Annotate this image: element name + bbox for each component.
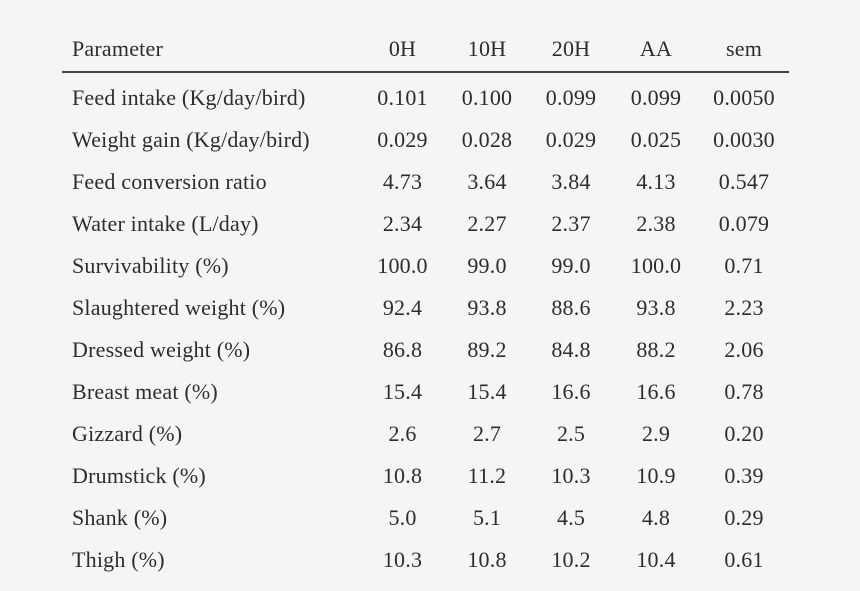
parameter-label: Feed conversion ratio <box>72 169 267 194</box>
value-aa: 16.6 <box>636 379 676 404</box>
value-10h: 5.1 <box>472 505 502 530</box>
value-aa: 4.8 <box>641 505 671 530</box>
value-10h: 93.8 <box>467 295 507 320</box>
parameter-label: Water intake (L/day) <box>72 211 259 236</box>
table-row: Feed intake (Kg/day/bird) 0.101 0.100 0.… <box>62 72 789 119</box>
value-aa: 0.099 <box>630 85 682 110</box>
value-sem: 0.61 <box>724 547 764 572</box>
column-header-10h: 10H <box>445 30 529 73</box>
value-10h: 10.8 <box>467 547 507 572</box>
value-20h: 16.6 <box>551 379 591 404</box>
column-header-20h: 20H <box>529 30 613 73</box>
value-0h: 5.0 <box>388 505 417 530</box>
value-sem: 2.23 <box>724 295 764 320</box>
table-row: Gizzard (%) 2.6 2.7 2.5 2.9 0.20 <box>62 413 789 455</box>
value-0h: 100.0 <box>377 253 428 278</box>
parameter-label: Shank (%) <box>72 505 168 530</box>
value-20h: 4.5 <box>556 505 586 530</box>
value-aa: 10.9 <box>636 463 676 488</box>
column-header-aa: AA <box>613 30 699 73</box>
value-aa: 93.8 <box>636 295 676 320</box>
parameter-label: Thigh (%) <box>72 547 165 572</box>
table-row: Feed conversion ratio 4.73 3.64 3.84 4.1… <box>62 161 789 203</box>
value-aa: 2.38 <box>636 211 676 236</box>
value-10h: 3.64 <box>467 169 507 194</box>
value-aa: 0.025 <box>630 127 682 152</box>
parameter-label: Weight gain (Kg/day/bird) <box>72 127 310 152</box>
table-row: Weight gain (Kg/day/bird) 0.029 0.028 0.… <box>62 119 789 161</box>
value-10h: 99.0 <box>467 253 507 278</box>
value-0h: 0.101 <box>377 85 428 110</box>
table-row: Water intake (L/day) 2.34 2.27 2.37 2.38… <box>62 203 789 245</box>
value-aa: 2.9 <box>641 421 671 446</box>
value-sem: 0.079 <box>718 211 770 236</box>
value-20h: 2.37 <box>551 211 591 236</box>
value-0h: 4.73 <box>382 169 423 194</box>
column-header-0h: 0H <box>360 30 445 73</box>
value-sem: 0.39 <box>724 463 764 488</box>
value-10h: 0.100 <box>461 85 513 110</box>
parameter-label: Drumstick (%) <box>72 463 206 488</box>
value-sem: 0.0030 <box>713 127 775 152</box>
value-0h: 10.8 <box>382 463 423 488</box>
header-row: Parameter 0H 10H 20H AA sem <box>62 30 789 73</box>
value-sem: 0.29 <box>724 505 764 530</box>
column-header-parameter: Parameter <box>62 30 360 73</box>
table-row: Dressed weight (%) 86.8 89.2 84.8 88.2 2… <box>62 329 789 371</box>
table-row: Thigh (%) 10.3 10.8 10.2 10.4 0.61 <box>62 539 789 581</box>
parameter-label: Dressed weight (%) <box>72 337 251 362</box>
parameter-label: Gizzard (%) <box>72 421 183 446</box>
value-20h: 0.099 <box>545 85 597 110</box>
value-20h: 99.0 <box>551 253 591 278</box>
value-20h: 88.6 <box>551 295 591 320</box>
parameter-label: Slaughtered weight (%) <box>72 295 286 320</box>
column-header-sem: sem <box>699 30 789 73</box>
value-sem: 0.78 <box>724 379 764 404</box>
value-sem: 0.20 <box>724 421 764 446</box>
performance-table-container: Parameter 0H 10H 20H AA sem Feed intake … <box>62 30 789 581</box>
table-row: Survivability (%) 100.0 99.0 99.0 100.0 … <box>62 245 789 287</box>
value-10h: 15.4 <box>467 379 507 404</box>
value-20h: 2.5 <box>556 421 586 446</box>
performance-table: Parameter 0H 10H 20H AA sem Feed intake … <box>62 30 789 581</box>
table-row: Breast meat (%) 15.4 15.4 16.6 16.6 0.78 <box>62 371 789 413</box>
value-10h: 2.7 <box>472 421 502 446</box>
value-0h: 15.4 <box>382 379 423 404</box>
value-sem: 2.06 <box>724 337 764 362</box>
value-0h: 10.3 <box>382 547 423 572</box>
table-row: Slaughtered weight (%) 92.4 93.8 88.6 93… <box>62 287 789 329</box>
parameter-label: Feed intake (Kg/day/bird) <box>72 85 306 110</box>
value-sem: 0.0050 <box>713 85 775 110</box>
value-sem: 0.71 <box>724 253 764 278</box>
value-sem: 0.547 <box>718 169 770 194</box>
table-row: Shank (%) 5.0 5.1 4.5 4.8 0.29 <box>62 497 789 539</box>
value-0h: 92.4 <box>382 295 423 320</box>
value-0h: 2.34 <box>382 211 423 236</box>
value-20h: 10.3 <box>551 463 591 488</box>
value-20h: 84.8 <box>551 337 591 362</box>
table-row: Drumstick (%) 10.8 11.2 10.3 10.9 0.39 <box>62 455 789 497</box>
value-aa: 10.4 <box>636 547 676 572</box>
value-aa: 88.2 <box>636 337 676 362</box>
parameter-label: Breast meat (%) <box>72 379 218 404</box>
value-0h: 0.029 <box>377 127 428 152</box>
parameter-label: Survivability (%) <box>72 253 229 278</box>
value-0h: 2.6 <box>388 421 417 446</box>
value-aa: 100.0 <box>630 253 682 278</box>
value-20h: 0.029 <box>545 127 597 152</box>
value-10h: 89.2 <box>467 337 507 362</box>
value-20h: 10.2 <box>551 547 591 572</box>
value-10h: 11.2 <box>467 463 507 488</box>
value-10h: 0.028 <box>461 127 513 152</box>
value-20h: 3.84 <box>551 169 591 194</box>
value-10h: 2.27 <box>467 211 507 236</box>
value-0h: 86.8 <box>382 337 423 362</box>
value-aa: 4.13 <box>636 169 676 194</box>
